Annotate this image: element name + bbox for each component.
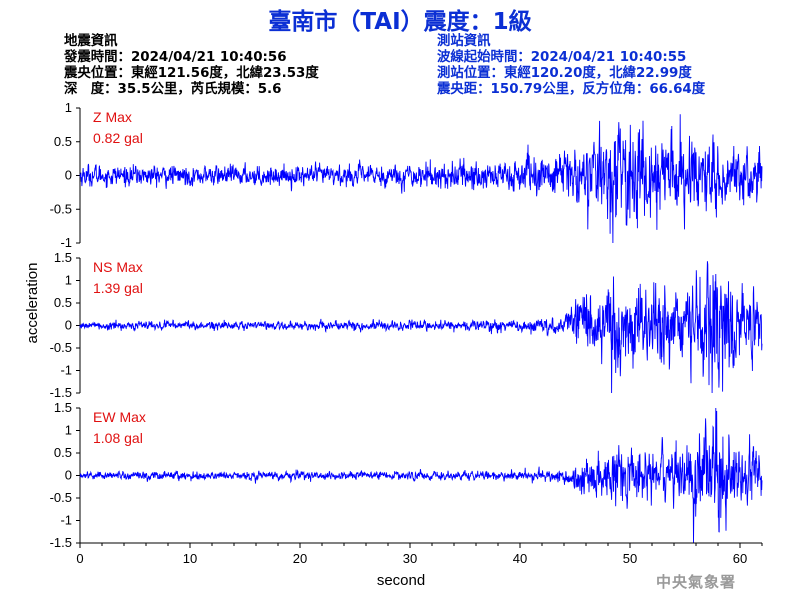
channel-label-ns: NS Max (93, 259, 143, 275)
y-tick-label-ns: 0.5 (54, 295, 72, 310)
y-tick-label-z: -0.5 (50, 201, 72, 216)
x-tick-label: 30 (403, 551, 417, 566)
station-info: 測站資訊 波線起始時間：2024/04/21 10:40:55 測站位置：東經1… (437, 34, 705, 98)
y-tick-label-ns: -1 (60, 363, 72, 378)
chart-title: 臺南市（TAI）震度：1級 (268, 9, 532, 35)
y-axis-label: acceleration (24, 263, 41, 344)
agency-logo-text: 中央氣象署 (656, 573, 737, 591)
waveform-z (79, 114, 763, 244)
waveform-ns (79, 261, 763, 394)
y-tick-label-ns: 0 (65, 318, 72, 333)
x-axis-label: second (377, 572, 425, 589)
waveform-ew (79, 407, 763, 544)
channel-max-z: 0.82 gal (93, 130, 143, 146)
x-tick-label: 40 (513, 551, 527, 566)
wave-start-time: 波線起始時間：2024/04/21 10:40:55 (437, 50, 687, 65)
y-tick-label-ew: 1 (65, 423, 72, 438)
x-tick-label: 60 (733, 551, 747, 566)
y-tick-label-ns: 1 (65, 273, 72, 288)
y-tick-label-z: 0.5 (54, 134, 72, 149)
station-location: 測站位置：東經120.20度，北緯22.99度 (437, 66, 692, 81)
epicenter-location: 震央位置：東經121.56度，北緯23.53度 (64, 66, 319, 81)
y-tick-label-ew: -0.5 (50, 490, 72, 505)
y-tick-label-ns: 1.5 (54, 250, 72, 265)
channel-label-ew: EW Max (93, 409, 146, 425)
channel-max-ns: 1.39 gal (93, 280, 143, 296)
earthquake-info-heading: 地震資訊 (64, 34, 118, 49)
x-tick-label: 20 (293, 551, 307, 566)
y-tick-label-ew: -1 (60, 513, 72, 528)
y-tick-label-z: 0 (65, 168, 72, 183)
earthquake-info: 地震資訊 發震時間：2024/04/21 10:40:56 震央位置：東經121… (64, 34, 319, 98)
x-tick-label: 10 (183, 551, 197, 566)
origin-time: 發震時間：2024/04/21 10:40:56 (64, 50, 287, 65)
y-tick-label-ew: 1.5 (54, 400, 72, 415)
distance-azimuth: 震央距：150.79公里，反方位角：66.64度 (437, 82, 706, 97)
y-tick-label-ew: 0.5 (54, 445, 72, 460)
channel-label-z: Z Max (93, 109, 132, 125)
y-tick-label-ew: 0 (65, 468, 72, 483)
channel-max-ew: 1.08 gal (93, 430, 143, 446)
station-info-heading: 測站資訊 (437, 34, 491, 49)
y-tick-label-z: 1 (65, 100, 72, 115)
x-tick-label: 0 (76, 551, 83, 566)
y-tick-label-ew: -1.5 (50, 535, 72, 550)
y-tick-label-ns: -0.5 (50, 340, 72, 355)
y-tick-label-z: -1 (60, 235, 72, 250)
depth-magnitude: 深 度：35.5公里，芮氏規模：5.6 (64, 82, 282, 97)
x-tick-label: 50 (623, 551, 637, 566)
y-tick-label-ns: -1.5 (50, 385, 72, 400)
